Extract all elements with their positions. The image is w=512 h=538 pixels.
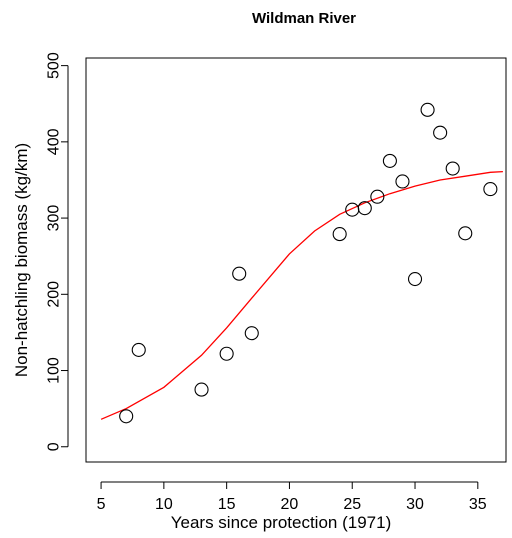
data-point [119, 409, 134, 424]
y-tick-label: 0 [46, 442, 63, 451]
x-tick-label: 20 [281, 496, 299, 513]
data-point [483, 182, 498, 197]
data-point [131, 342, 146, 357]
plot-frame [85, 57, 507, 463]
chart-title: Wildman River [252, 10, 356, 27]
y-tick-label: 300 [46, 205, 63, 232]
fitted-curve [100, 170, 503, 420]
data-point [407, 272, 423, 287]
data-point [357, 201, 372, 216]
y-tick-label: 200 [46, 281, 63, 308]
y-tick-label: 100 [46, 357, 63, 384]
data-point [332, 227, 347, 242]
x-tick-label: 15 [218, 496, 236, 513]
data-point [395, 174, 410, 189]
data-point [244, 326, 259, 341]
x-axis-label: Years since protection (1971) [171, 513, 392, 532]
data-point [433, 125, 448, 140]
x-tick-label: 25 [343, 496, 361, 513]
data-point [194, 382, 209, 397]
y-tick-label: 500 [46, 52, 63, 79]
data-point [232, 266, 247, 281]
data-points-layer [119, 102, 498, 424]
y-axis: 0 100 200 300 400 500 [46, 52, 69, 451]
data-point [420, 102, 435, 117]
y-tick-label: 400 [46, 128, 63, 155]
x-tick-label: 30 [406, 496, 424, 513]
data-point [445, 161, 460, 176]
x-axis: 5 10 15 20 25 30 35 [97, 481, 487, 513]
data-point [370, 189, 385, 204]
data-point [382, 153, 397, 168]
data-point [458, 226, 473, 241]
y-axis-label: Non-hatchling biomass (kg/km) [12, 143, 31, 377]
x-tick-label: 5 [97, 496, 106, 513]
data-point [219, 346, 234, 361]
data-point [345, 202, 360, 217]
fit-curve-layer [100, 170, 503, 420]
x-tick-label: 35 [469, 496, 487, 513]
x-tick-label: 10 [155, 496, 173, 513]
